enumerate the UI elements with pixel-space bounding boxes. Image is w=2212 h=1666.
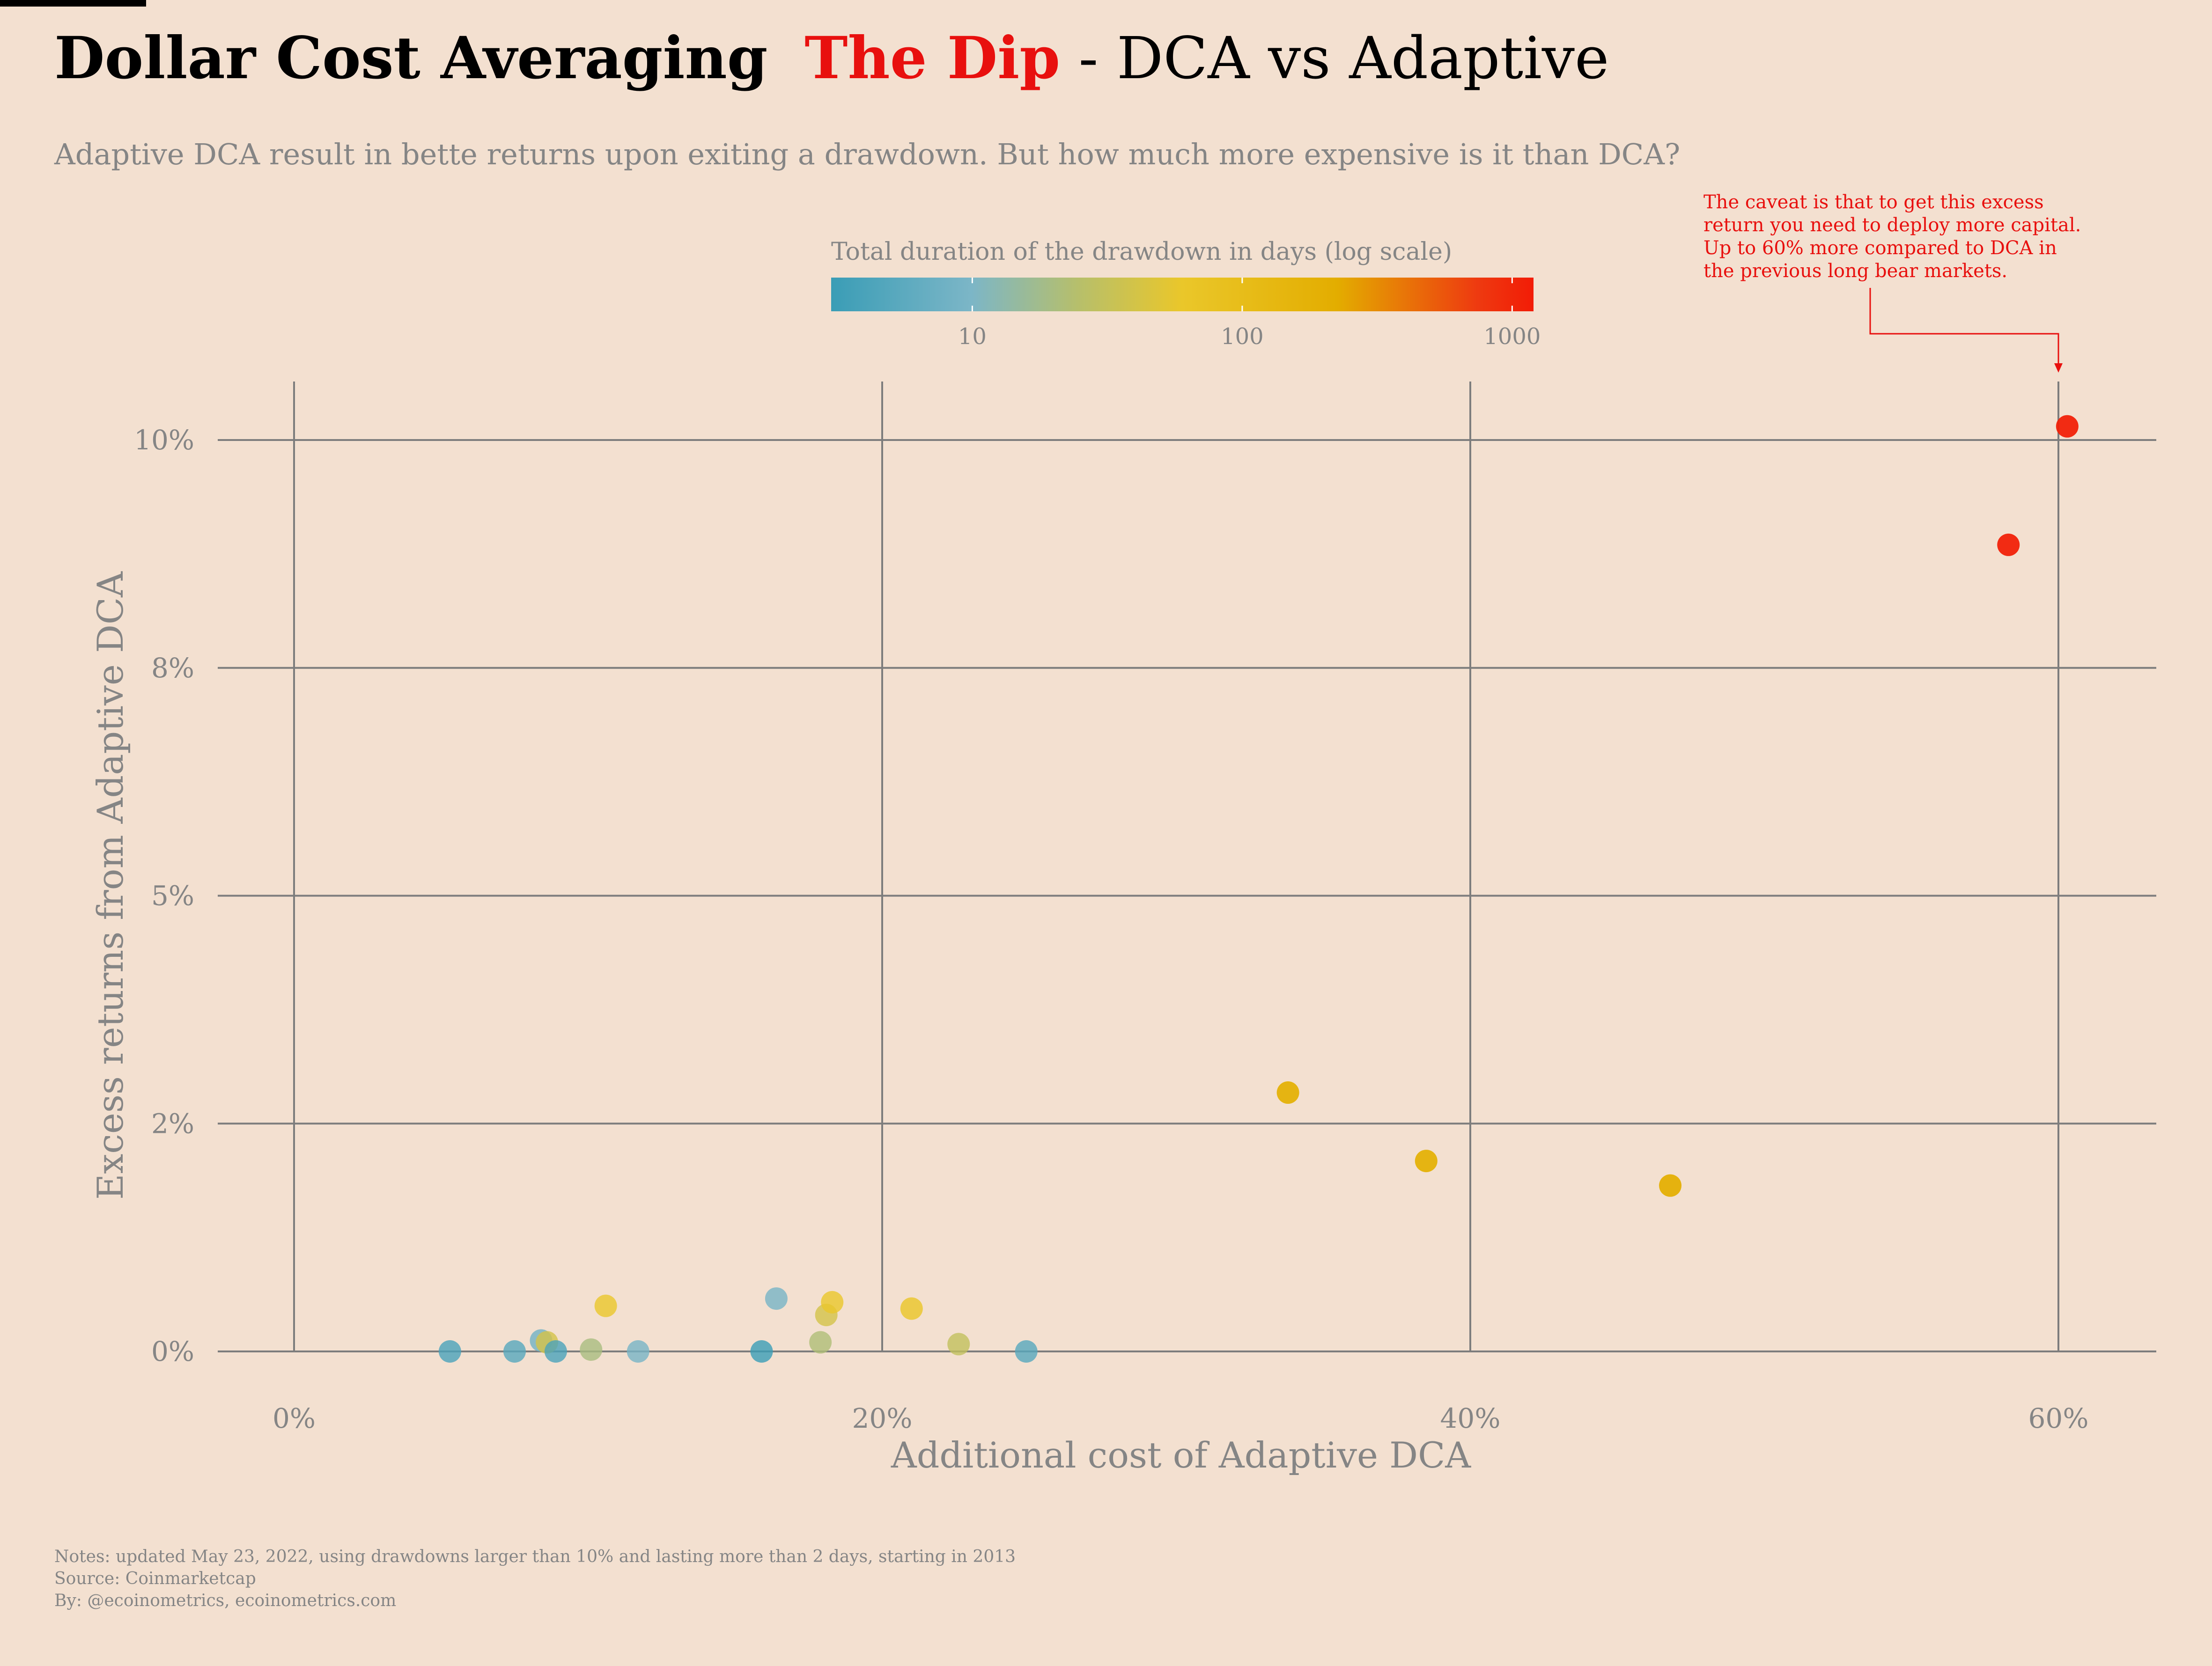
data-point — [821, 1291, 844, 1314]
data-point — [1415, 1150, 1438, 1173]
x-tick-label: 60% — [2028, 1402, 2089, 1434]
notes-line: Notes: updated May 23, 2022, using drawd… — [54, 1547, 1016, 1566]
chart-subtitle: Adaptive DCA result in bette returns upo… — [54, 137, 1681, 171]
x-tick-label: 0% — [273, 1402, 316, 1434]
data-point — [627, 1340, 649, 1363]
annotation-line-4: the previous long bear markets. — [1703, 260, 2007, 282]
legend-ticks: 10 100 1000 — [958, 278, 1541, 350]
top-accent-bar — [0, 0, 146, 7]
data-point — [2056, 415, 2079, 438]
legend-color-scale — [831, 278, 1534, 311]
y-tick-label: 2% — [151, 1108, 194, 1139]
data-point — [1276, 1081, 1299, 1104]
data-point — [580, 1338, 603, 1361]
x-tick-labels: 0% 20% 40% 60% — [273, 1402, 2088, 1434]
data-point — [1997, 533, 2020, 556]
data-point — [1659, 1174, 1682, 1197]
legend-tick-label: 10 — [958, 323, 987, 350]
annotation: The caveat is that to get this excess re… — [1703, 191, 2081, 373]
data-point — [947, 1333, 970, 1356]
data-point — [765, 1287, 788, 1310]
annotation-line-2: return you need to deploy more capital. — [1703, 214, 2081, 236]
x-tick-label: 20% — [852, 1402, 913, 1434]
chart-title: Dollar Cost Averaging The Dip - DCA vs A… — [54, 19, 1609, 98]
data-point — [1015, 1340, 1038, 1363]
title-part-dip: The Dip — [804, 24, 1061, 92]
grid-lines — [218, 382, 2156, 1352]
y-tick-label: 5% — [151, 880, 194, 912]
legend-tick-label: 1000 — [1483, 323, 1541, 350]
data-point — [900, 1297, 923, 1320]
x-axis-label: Additional cost of Adaptive DCA — [891, 1434, 1471, 1476]
y-axis-label: Excess returns from Adaptive DCA — [89, 571, 131, 1200]
legend-title: Total duration of the drawdown in days (… — [831, 238, 1452, 266]
annotation-line-1: The caveat is that to get this excess — [1703, 191, 2044, 213]
data-point — [544, 1340, 567, 1363]
source-line: Source: Coinmarketcap — [54, 1569, 256, 1588]
y-tick-label: 0% — [151, 1336, 194, 1367]
y-tick-labels: 0% 2% 5% 8% 10% — [134, 424, 194, 1367]
title-part-vs: - DCA vs Adaptive — [1060, 25, 1609, 92]
annotation-arrowhead — [2054, 363, 2063, 373]
annotation-line-3: Up to 60% more compared to DCA in — [1703, 237, 2057, 259]
x-tick-label: 40% — [1440, 1402, 1501, 1434]
legend-tick-label: 100 — [1221, 323, 1264, 350]
footnotes: Notes: updated May 23, 2022, using drawd… — [54, 1546, 1016, 1612]
y-tick-label: 10% — [134, 424, 194, 456]
annotation-leader-line — [1869, 288, 2059, 365]
data-point — [438, 1340, 461, 1363]
data-point — [503, 1340, 526, 1363]
credit-line: By: @ecoinometrics, ecoinometrics.com — [54, 1591, 397, 1610]
data-point — [750, 1340, 773, 1363]
data-point — [809, 1331, 832, 1354]
data-points — [438, 415, 2079, 1363]
y-tick-label: 8% — [151, 652, 194, 684]
data-point — [594, 1294, 617, 1317]
title-part-dca: Dollar Cost Averaging — [54, 24, 768, 92]
